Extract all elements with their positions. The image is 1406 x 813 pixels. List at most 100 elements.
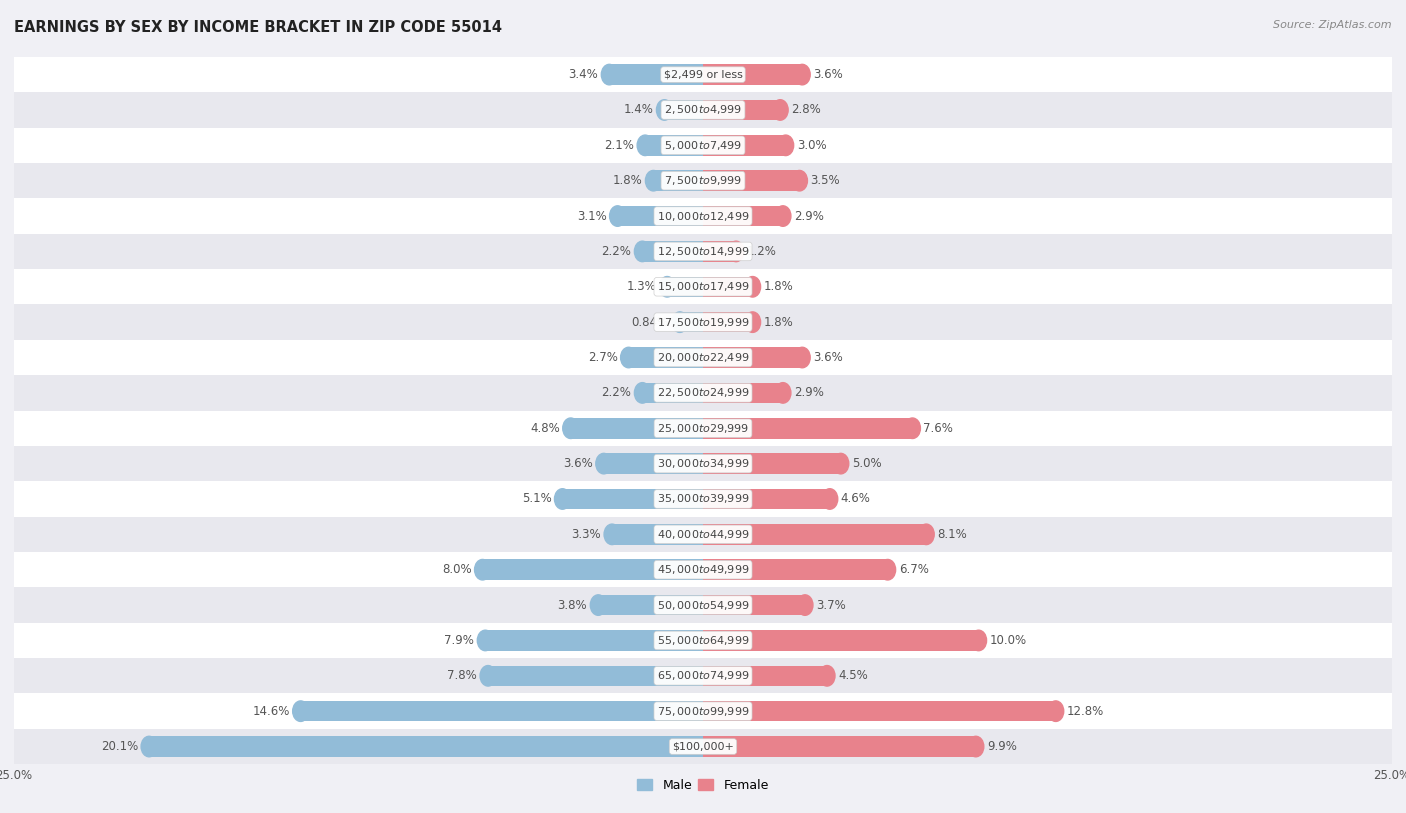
- Bar: [14, 92, 1392, 128]
- Text: 3.1%: 3.1%: [576, 210, 606, 223]
- Text: 3.4%: 3.4%: [568, 68, 599, 81]
- Circle shape: [918, 524, 934, 545]
- Bar: [703, 135, 786, 155]
- Text: 6.7%: 6.7%: [898, 563, 928, 576]
- Bar: [14, 269, 1392, 304]
- Circle shape: [778, 135, 793, 155]
- Text: 2.7%: 2.7%: [588, 351, 617, 364]
- Circle shape: [605, 524, 620, 545]
- Circle shape: [562, 418, 579, 438]
- Circle shape: [728, 241, 744, 262]
- Bar: [703, 347, 803, 367]
- Text: $25,000 to $29,999: $25,000 to $29,999: [657, 422, 749, 435]
- Bar: [562, 489, 703, 509]
- Bar: [603, 454, 703, 474]
- Circle shape: [880, 559, 896, 580]
- Text: $2,500 to $4,999: $2,500 to $4,999: [664, 103, 742, 116]
- Bar: [571, 418, 703, 438]
- Bar: [645, 135, 703, 155]
- Circle shape: [970, 630, 987, 650]
- Text: 2.9%: 2.9%: [794, 386, 824, 399]
- Text: $30,000 to $34,999: $30,000 to $34,999: [657, 457, 749, 470]
- Text: 4.5%: 4.5%: [838, 669, 868, 682]
- Bar: [668, 276, 703, 297]
- Text: 1.2%: 1.2%: [747, 245, 778, 258]
- Bar: [14, 198, 1392, 234]
- Text: 20.1%: 20.1%: [101, 740, 138, 753]
- Bar: [301, 701, 703, 721]
- Bar: [612, 524, 703, 545]
- Circle shape: [610, 206, 626, 226]
- Bar: [703, 241, 737, 262]
- Text: 3.3%: 3.3%: [571, 528, 600, 541]
- Bar: [628, 347, 703, 367]
- Text: $50,000 to $54,999: $50,000 to $54,999: [657, 598, 749, 611]
- Bar: [703, 383, 783, 403]
- Text: 4.6%: 4.6%: [841, 493, 870, 506]
- Text: 2.8%: 2.8%: [792, 103, 821, 116]
- Bar: [665, 100, 703, 120]
- Bar: [643, 241, 703, 262]
- Text: 4.8%: 4.8%: [530, 422, 560, 435]
- Text: $35,000 to $39,999: $35,000 to $39,999: [657, 493, 749, 506]
- Circle shape: [1047, 701, 1064, 721]
- Text: $55,000 to $64,999: $55,000 to $64,999: [657, 634, 749, 647]
- Circle shape: [745, 276, 761, 297]
- Circle shape: [775, 383, 792, 403]
- Text: Source: ZipAtlas.com: Source: ZipAtlas.com: [1274, 20, 1392, 30]
- Bar: [703, 454, 841, 474]
- Text: EARNINGS BY SEX BY INCOME BRACKET IN ZIP CODE 55014: EARNINGS BY SEX BY INCOME BRACKET IN ZIP…: [14, 20, 502, 35]
- Text: 2.2%: 2.2%: [602, 245, 631, 258]
- Circle shape: [775, 206, 792, 226]
- Text: 10.0%: 10.0%: [990, 634, 1026, 647]
- Circle shape: [794, 64, 810, 85]
- Bar: [703, 64, 803, 85]
- Bar: [14, 304, 1392, 340]
- Text: 3.6%: 3.6%: [813, 351, 844, 364]
- Bar: [14, 163, 1392, 198]
- Bar: [488, 666, 703, 686]
- Bar: [703, 206, 783, 226]
- Bar: [14, 128, 1392, 163]
- Bar: [681, 312, 703, 333]
- Bar: [617, 206, 703, 226]
- Text: 14.6%: 14.6%: [252, 705, 290, 718]
- Circle shape: [797, 595, 813, 615]
- Circle shape: [967, 737, 984, 757]
- Text: 0.84%: 0.84%: [631, 315, 669, 328]
- Bar: [14, 57, 1392, 92]
- Bar: [654, 171, 703, 191]
- Circle shape: [634, 383, 651, 403]
- Circle shape: [475, 559, 491, 580]
- Circle shape: [479, 666, 496, 686]
- Text: 2.9%: 2.9%: [794, 210, 824, 223]
- Circle shape: [832, 454, 849, 474]
- Bar: [14, 446, 1392, 481]
- Bar: [703, 701, 1056, 721]
- Text: 3.6%: 3.6%: [562, 457, 593, 470]
- Text: 1.4%: 1.4%: [623, 103, 654, 116]
- Bar: [703, 559, 887, 580]
- Circle shape: [904, 418, 921, 438]
- Bar: [703, 312, 752, 333]
- Bar: [14, 340, 1392, 375]
- Circle shape: [772, 100, 789, 120]
- Text: 9.9%: 9.9%: [987, 740, 1017, 753]
- Bar: [14, 659, 1392, 693]
- Circle shape: [794, 347, 810, 367]
- Circle shape: [141, 737, 157, 757]
- Bar: [703, 418, 912, 438]
- Circle shape: [477, 630, 494, 650]
- Text: 7.8%: 7.8%: [447, 669, 477, 682]
- Bar: [599, 595, 703, 615]
- Text: $2,499 or less: $2,499 or less: [664, 70, 742, 80]
- Text: $17,500 to $19,999: $17,500 to $19,999: [657, 315, 749, 328]
- Circle shape: [620, 347, 637, 367]
- Circle shape: [596, 454, 612, 474]
- Bar: [703, 171, 800, 191]
- Text: 7.9%: 7.9%: [444, 634, 474, 647]
- Bar: [14, 729, 1392, 764]
- Bar: [149, 737, 703, 757]
- Bar: [14, 411, 1392, 446]
- Bar: [703, 630, 979, 650]
